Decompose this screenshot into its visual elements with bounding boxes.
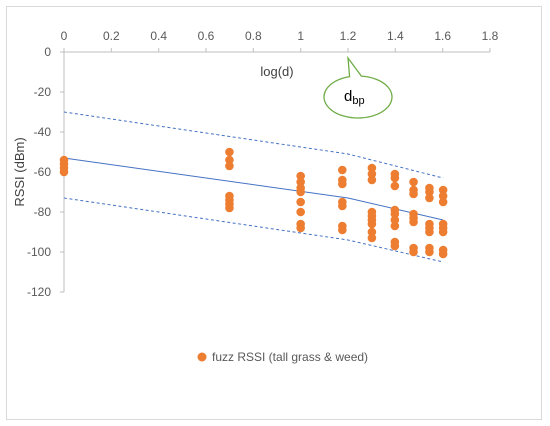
legend-marker <box>197 352 207 362</box>
x-tick-label: 0.6 <box>198 29 215 43</box>
data-point <box>296 177 305 187</box>
data-point <box>367 163 377 173</box>
data-point <box>390 209 400 219</box>
x-tick-label: 1.4 <box>387 29 404 43</box>
data-point <box>390 181 400 191</box>
data-point <box>438 191 448 201</box>
y-tick-label: -40 <box>34 125 52 139</box>
data-point <box>390 173 400 183</box>
data-point <box>225 203 234 213</box>
x-tick-label: 1 <box>297 29 304 43</box>
data-point <box>296 197 305 207</box>
data-point <box>409 247 418 257</box>
data-point <box>296 171 305 181</box>
data-point <box>438 249 448 259</box>
path-loss-model-line <box>63 157 444 221</box>
data-point <box>59 167 69 177</box>
data-point <box>367 169 377 179</box>
y-tick-label: -100 <box>27 245 51 259</box>
x-tick-label: 0.4 <box>150 29 167 43</box>
data-point <box>438 197 448 207</box>
x-tick-label: 0.8 <box>245 29 262 43</box>
data-point <box>338 179 347 189</box>
legend-label: fuzz RSSI (tall grass & weed) <box>212 350 368 364</box>
legend: fuzz RSSI (tall grass & weed) <box>197 350 368 364</box>
data-point <box>409 189 418 199</box>
y-tick-label: -80 <box>34 205 52 219</box>
data-point <box>296 223 305 233</box>
data-point <box>390 215 400 225</box>
dbp-callout: dbp <box>323 55 393 119</box>
data-point <box>425 247 434 257</box>
y-tick-label: -60 <box>34 165 52 179</box>
x-tick-label: 1.8 <box>482 29 499 43</box>
callout-label-subscript: bp <box>352 95 364 107</box>
fit-lines <box>63 111 444 263</box>
data-point <box>425 193 434 203</box>
data-point <box>438 227 448 237</box>
y-tick-label: -120 <box>27 285 51 299</box>
data-point <box>338 201 347 211</box>
data-point <box>425 227 434 237</box>
data-point <box>367 227 377 237</box>
y-tick-label: -20 <box>34 85 52 99</box>
upper-bound-line <box>63 111 444 179</box>
data-point <box>425 187 434 197</box>
data-point <box>225 161 234 171</box>
data-point <box>367 233 377 243</box>
data-point <box>296 187 305 197</box>
data-point <box>296 207 305 217</box>
data-point <box>409 217 418 227</box>
callout-label-main: d <box>344 88 352 105</box>
data-point <box>367 219 377 229</box>
y-tick-label: 0 <box>44 45 51 59</box>
data-point <box>438 185 448 195</box>
chart-frame <box>6 6 542 420</box>
callout-bubble <box>323 55 393 119</box>
x-tick-label: 1.2 <box>340 29 357 43</box>
data-points <box>59 147 448 259</box>
x-tick-label: 0 <box>61 29 68 43</box>
data-point <box>390 241 400 251</box>
data-point <box>225 147 234 157</box>
callout-label: dbp <box>344 88 365 107</box>
data-point <box>225 155 234 165</box>
x-tick-label: 1.6 <box>434 29 451 43</box>
y-axis-title: RSSI (dBm) <box>12 137 27 206</box>
x-axis-title: log(d) <box>260 64 293 79</box>
data-point <box>367 175 377 185</box>
data-point <box>338 225 347 235</box>
tick-labels: 0 0.2 0.4 0.6 0.8 1 1.2 1.4 1.6 1.8 0 -20 -40 -60 -80 -… <box>27 29 499 299</box>
data-point <box>409 177 418 187</box>
data-point <box>390 221 400 231</box>
data-point <box>338 165 347 175</box>
axes <box>60 48 491 293</box>
lower-bound-line <box>63 197 444 263</box>
x-tick-label: 0.2 <box>103 29 120 43</box>
